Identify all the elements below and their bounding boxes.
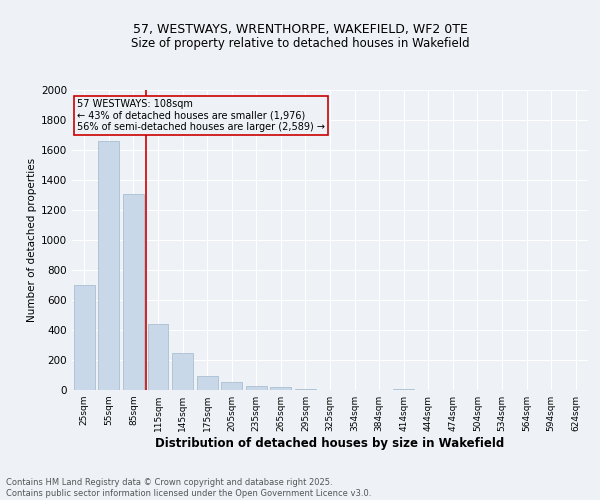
Text: 57, WESTWAYS, WRENTHORPE, WAKEFIELD, WF2 0TE: 57, WESTWAYS, WRENTHORPE, WAKEFIELD, WF2… [133, 22, 467, 36]
Bar [172, 352, 193, 390]
Bar [295, 389, 316, 390]
Bar [148, 324, 169, 390]
Bar [221, 382, 242, 390]
Text: Contains HM Land Registry data © Crown copyright and database right 2025.
Contai: Contains HM Land Registry data © Crown c… [6, 478, 371, 498]
Bar [197, 376, 218, 390]
X-axis label: Distribution of detached houses by size in Wakefield: Distribution of detached houses by size … [155, 437, 505, 450]
Bar [74, 285, 95, 390]
Text: Size of property relative to detached houses in Wakefield: Size of property relative to detached ho… [131, 38, 469, 51]
Bar [271, 388, 292, 390]
Text: 57 WESTWAYS: 108sqm
← 43% of detached houses are smaller (1,976)
56% of semi-det: 57 WESTWAYS: 108sqm ← 43% of detached ho… [77, 99, 325, 132]
Bar [98, 141, 119, 390]
Bar [393, 388, 414, 390]
Y-axis label: Number of detached properties: Number of detached properties [27, 158, 37, 322]
Bar [246, 386, 267, 390]
Bar [123, 194, 144, 390]
